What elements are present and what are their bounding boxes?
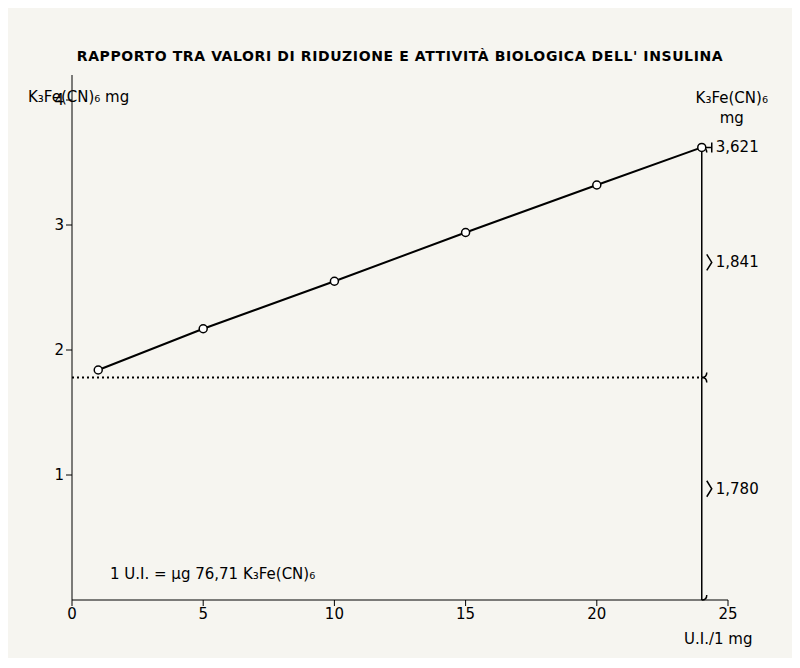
svg-text:3,621: 3,621 — [716, 138, 759, 156]
svg-text:25: 25 — [718, 605, 737, 623]
svg-text:3: 3 — [54, 216, 64, 234]
svg-text:K₃Fe(CN)₆: K₃Fe(CN)₆ — [696, 89, 768, 107]
svg-text:4: 4 — [54, 91, 64, 109]
svg-text:mg: mg — [720, 109, 744, 127]
svg-text:2: 2 — [54, 341, 64, 359]
svg-text:20: 20 — [587, 605, 606, 623]
svg-text:1,841: 1,841 — [716, 253, 759, 271]
svg-text:15: 15 — [456, 605, 475, 623]
svg-text:0: 0 — [67, 605, 77, 623]
svg-text:10: 10 — [325, 605, 344, 623]
svg-text:1: 1 — [54, 466, 64, 484]
svg-text:1,780: 1,780 — [716, 480, 759, 498]
svg-text:5: 5 — [198, 605, 208, 623]
